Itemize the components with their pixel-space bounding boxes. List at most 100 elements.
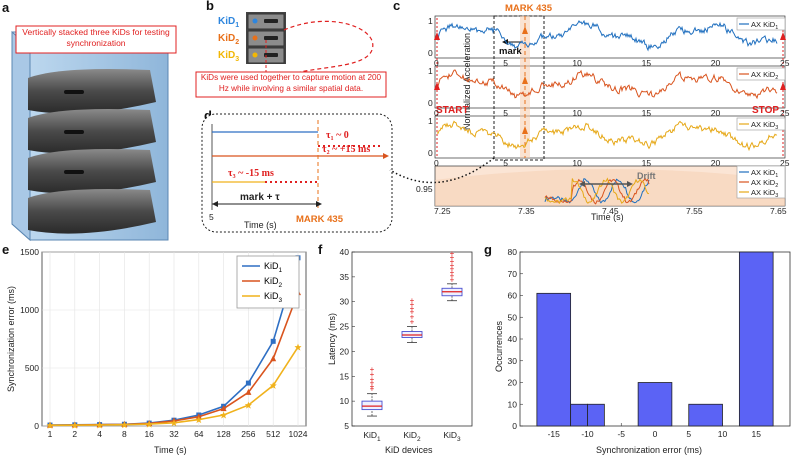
e-point <box>46 421 54 429</box>
panel-label-f: f <box>318 242 323 257</box>
e-point <box>220 411 228 419</box>
c-zoom-xtick: 7.65 <box>770 206 787 216</box>
panel-label-a: a <box>2 0 10 15</box>
g-xtick: 10 <box>718 429 728 439</box>
c-xtick: 10 <box>572 58 582 68</box>
panel-label-c: c <box>393 0 400 13</box>
f-ytick: 10 <box>340 396 350 406</box>
e-xtick: 256 <box>241 429 255 439</box>
panel-d-xlabel: Time (s) <box>244 220 277 230</box>
kid3-label: KiD <box>218 50 235 61</box>
c-xtick: 5 <box>503 158 508 168</box>
c-strip-legend-label: AX KiD3 <box>751 120 778 131</box>
e-point <box>170 419 178 427</box>
e-point <box>195 416 203 424</box>
e-point <box>71 421 79 429</box>
c-strip-legend-label: AX KiD2 <box>751 70 778 81</box>
f-outlier: + <box>450 253 455 262</box>
kid1-sub: 1 <box>235 22 239 29</box>
f-outlier: + <box>410 300 415 309</box>
c-xtick: 20 <box>711 158 721 168</box>
f-ytick: 25 <box>340 322 350 332</box>
panel-e-xlabel: Time (s) <box>154 445 187 455</box>
f-xtick: KiD1 <box>363 430 381 443</box>
g-bar-1 <box>536 292 572 427</box>
panel-c-mark: MARK 435 <box>505 3 553 14</box>
c-zoom-xtick: 7.35 <box>518 206 535 216</box>
e-legend-label: KiD3 <box>264 291 283 304</box>
g-bar-3 <box>587 403 605 427</box>
panel-e-legend <box>236 255 300 309</box>
svg-text:KiD2: KiD2 <box>218 33 239 46</box>
e-point <box>269 381 277 389</box>
f-outlier: + <box>450 249 455 258</box>
c-xtick: 15 <box>642 58 652 68</box>
e-xtick: 1 <box>48 429 53 439</box>
f-outlier: + <box>370 365 375 374</box>
g-bar-2 <box>570 403 588 427</box>
c-xtick: 10 <box>572 108 582 118</box>
acc-series-1 <box>436 19 778 52</box>
e-ytick: 500 <box>25 363 39 373</box>
panel-a-illustration: Vertically stacked three KiDs for testin… <box>11 25 177 242</box>
e-point <box>120 421 128 429</box>
panel-c-mark-arrow: mark <box>499 46 522 57</box>
drift-label: Drift <box>637 171 656 181</box>
f-outlier: + <box>450 257 455 266</box>
c-zoom-legend-label: AX KiD3 <box>751 188 778 199</box>
e-ytick: 0 <box>34 421 39 431</box>
panel-f-xlabel: KiD devices <box>385 445 433 455</box>
e-point <box>145 420 153 428</box>
f-xtick: KiD2 <box>403 430 421 443</box>
panel-g-ylabel: Occurrences <box>494 320 504 372</box>
mark-tau-label: mark + τ <box>240 192 280 203</box>
panel-e-chart: Synchronization error (ms) Time (s) 1 2 4 8… <box>6 247 308 455</box>
g-ytick: 30 <box>508 356 518 366</box>
f-outlier: + <box>370 378 375 387</box>
e-xtick: 128 <box>217 429 231 439</box>
f-outlier: + <box>450 268 455 277</box>
e-point <box>244 401 252 409</box>
panel-b-note-box <box>195 71 387 98</box>
f-outlier: + <box>410 304 415 313</box>
g-xtick: -10 <box>581 429 594 439</box>
g-bar-5 <box>688 403 723 427</box>
e-xtick: 64 <box>194 429 204 439</box>
f-outlier: + <box>450 261 455 270</box>
panel-e-ylabel: Synchronization error (ms) <box>6 286 16 392</box>
c-xtick: 0 <box>434 58 439 68</box>
e-point <box>270 338 276 344</box>
kid2-sub: 2 <box>235 39 239 46</box>
svg-text:KiD1: KiD1 <box>218 16 239 29</box>
c-xtick: 0 <box>434 108 439 118</box>
f-outlier: + <box>370 382 375 391</box>
f-ytick: 15 <box>340 371 350 381</box>
f-outlier: + <box>450 264 455 273</box>
f-box-1 <box>361 400 383 411</box>
panel-label-g: g <box>484 242 492 257</box>
panel-c-chart: Normalized Acceleration MARK 435 mark ST… <box>389 3 790 222</box>
panel-d-start-tick: 5 <box>209 212 214 222</box>
mark-window <box>493 15 545 161</box>
panel-b-note: KiDs were used together to capture motio… <box>200 73 382 93</box>
panel-label-e: e <box>2 242 9 257</box>
e-point <box>245 380 251 386</box>
f-xtick: KiD3 <box>443 430 461 443</box>
c-xtick: 0 <box>434 158 439 168</box>
c-xtick: 20 <box>711 58 721 68</box>
panel-a-note: Vertically stacked three KiDs for testin… <box>22 27 170 48</box>
c-ytick: 1 <box>428 16 433 26</box>
g-xtick: 15 <box>752 429 762 439</box>
f-ytick: 40 <box>340 247 350 257</box>
c-xtick: 15 <box>642 108 652 118</box>
tau2-label: τ₂ ~ +15 ms <box>322 144 370 155</box>
c-strip-legend <box>736 67 786 81</box>
c-ytick: 1 <box>428 116 433 126</box>
g-ytick: 10 <box>508 399 518 409</box>
tau3-label: τ₃ ~ -15 ms <box>228 168 274 179</box>
c-xtick: 25 <box>780 108 790 118</box>
e-legend-label: KiD1 <box>264 261 283 274</box>
g-ytick: 50 <box>508 312 518 322</box>
panel-label-b: b <box>206 0 214 13</box>
